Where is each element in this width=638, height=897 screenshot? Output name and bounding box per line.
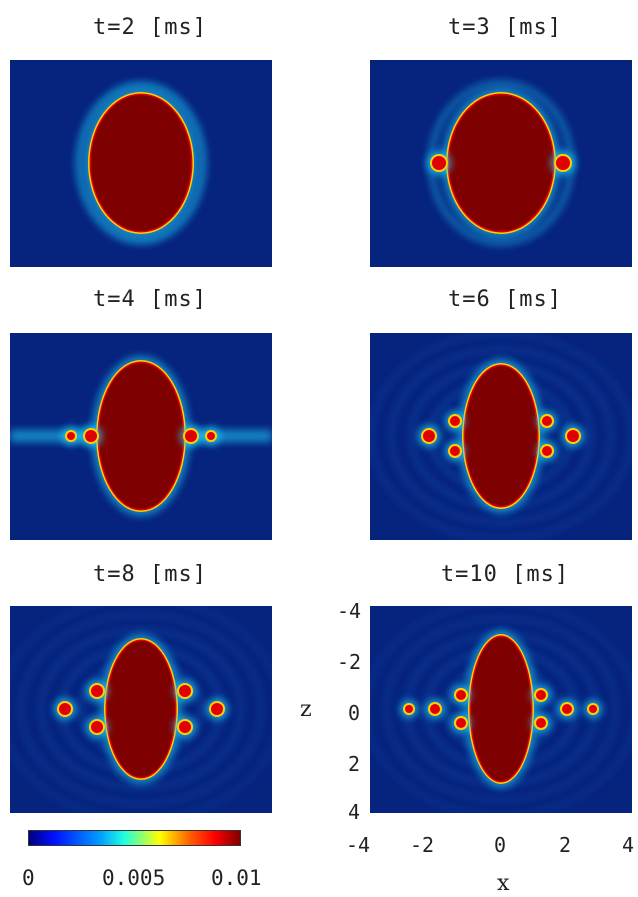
central-blob: [92, 356, 190, 516]
lobe-lr: [537, 441, 557, 461]
far-lobe-right: [584, 700, 602, 718]
side-lobe-right-outer: [202, 427, 220, 445]
lobe-ur: [531, 685, 551, 705]
panel-title-t2: t=2 [ms]: [93, 15, 207, 40]
panel-title-t4: t=4 [ms]: [93, 287, 207, 312]
z-tick-label: -2: [337, 650, 362, 674]
heatmap-panel-t3: [370, 60, 632, 267]
ripple-ring: [370, 333, 632, 540]
z-tick-label: 0: [348, 701, 361, 725]
outer-lobe-left: [418, 425, 440, 447]
heatmap-svg: [370, 606, 632, 813]
outer-lobe-left: [425, 699, 445, 719]
z-axis-label: z: [300, 697, 312, 722]
central-blob: [458, 359, 544, 513]
heatmap-panel-t2: [10, 60, 272, 267]
lobe-lr: [174, 716, 196, 738]
outer-lobe-right: [557, 699, 577, 719]
side-lobe-right: [180, 425, 202, 447]
x-tick-label: -2: [410, 833, 435, 857]
heatmap-svg: [370, 60, 632, 267]
lobe-ul: [451, 685, 471, 705]
lobe-ll: [86, 716, 108, 738]
central-blob: [100, 634, 182, 784]
lobe-lr: [531, 713, 551, 733]
x-axis-label: x: [497, 871, 510, 896]
lobe-ul: [86, 680, 108, 702]
panel-title-t8: t=8 [ms]: [93, 562, 207, 587]
lobe-ur: [174, 680, 196, 702]
outer-lobe-right: [206, 698, 228, 720]
x-tick-label: 2: [559, 833, 572, 857]
lobe-ul: [445, 411, 465, 431]
side-lobe-left: [427, 151, 451, 175]
halo: [76, 82, 206, 244]
panel-title-t3: t=3 [ms]: [448, 15, 562, 40]
colorbar-tick-label: 0: [22, 866, 35, 890]
z-tick-label: 4: [348, 800, 361, 824]
lobe-ur: [537, 411, 557, 431]
far-lobe-left: [400, 700, 418, 718]
central-blob: [442, 88, 560, 238]
ripple-ring: [389, 347, 613, 525]
ripple-ring: [19, 612, 263, 806]
x-tick-label: 0: [494, 833, 507, 857]
panel-title-t6: t=6 [ms]: [448, 287, 562, 312]
heatmap-svg: [10, 606, 272, 813]
panel-title-t10: t=10 [ms]: [440, 562, 570, 587]
heatmap-panel-t4: [10, 333, 272, 540]
colorbar: [28, 830, 241, 846]
heatmap-panel-t6: [370, 333, 632, 540]
z-tick-label: 2: [348, 752, 361, 776]
heatmap-panel-t10: [370, 606, 632, 813]
outer-lobe-right: [562, 425, 584, 447]
x-tick-label: 4: [622, 833, 635, 857]
central-blob: [464, 630, 538, 788]
heatmap-svg: [10, 333, 272, 540]
colorbar-tick-label: 0.005: [102, 866, 166, 890]
outer-lobe-left: [54, 698, 76, 720]
lobe-ll: [445, 441, 465, 461]
central-blob: [84, 88, 198, 238]
side-lobe-left-outer: [62, 427, 80, 445]
ripple-ring: [39, 628, 243, 790]
heatmap-panel-t8: [10, 606, 272, 813]
heatmap-svg: [10, 60, 272, 267]
ripple-ring: [384, 616, 618, 802]
side-lobe-right: [551, 151, 575, 175]
lobe-ll: [451, 713, 471, 733]
colorbar-tick-label: 0.01: [211, 866, 262, 890]
side-lobe-left: [80, 425, 102, 447]
z-tick-label: -4: [337, 599, 362, 623]
x-tick-label: -4: [346, 833, 371, 857]
heatmap-svg: [370, 333, 632, 540]
